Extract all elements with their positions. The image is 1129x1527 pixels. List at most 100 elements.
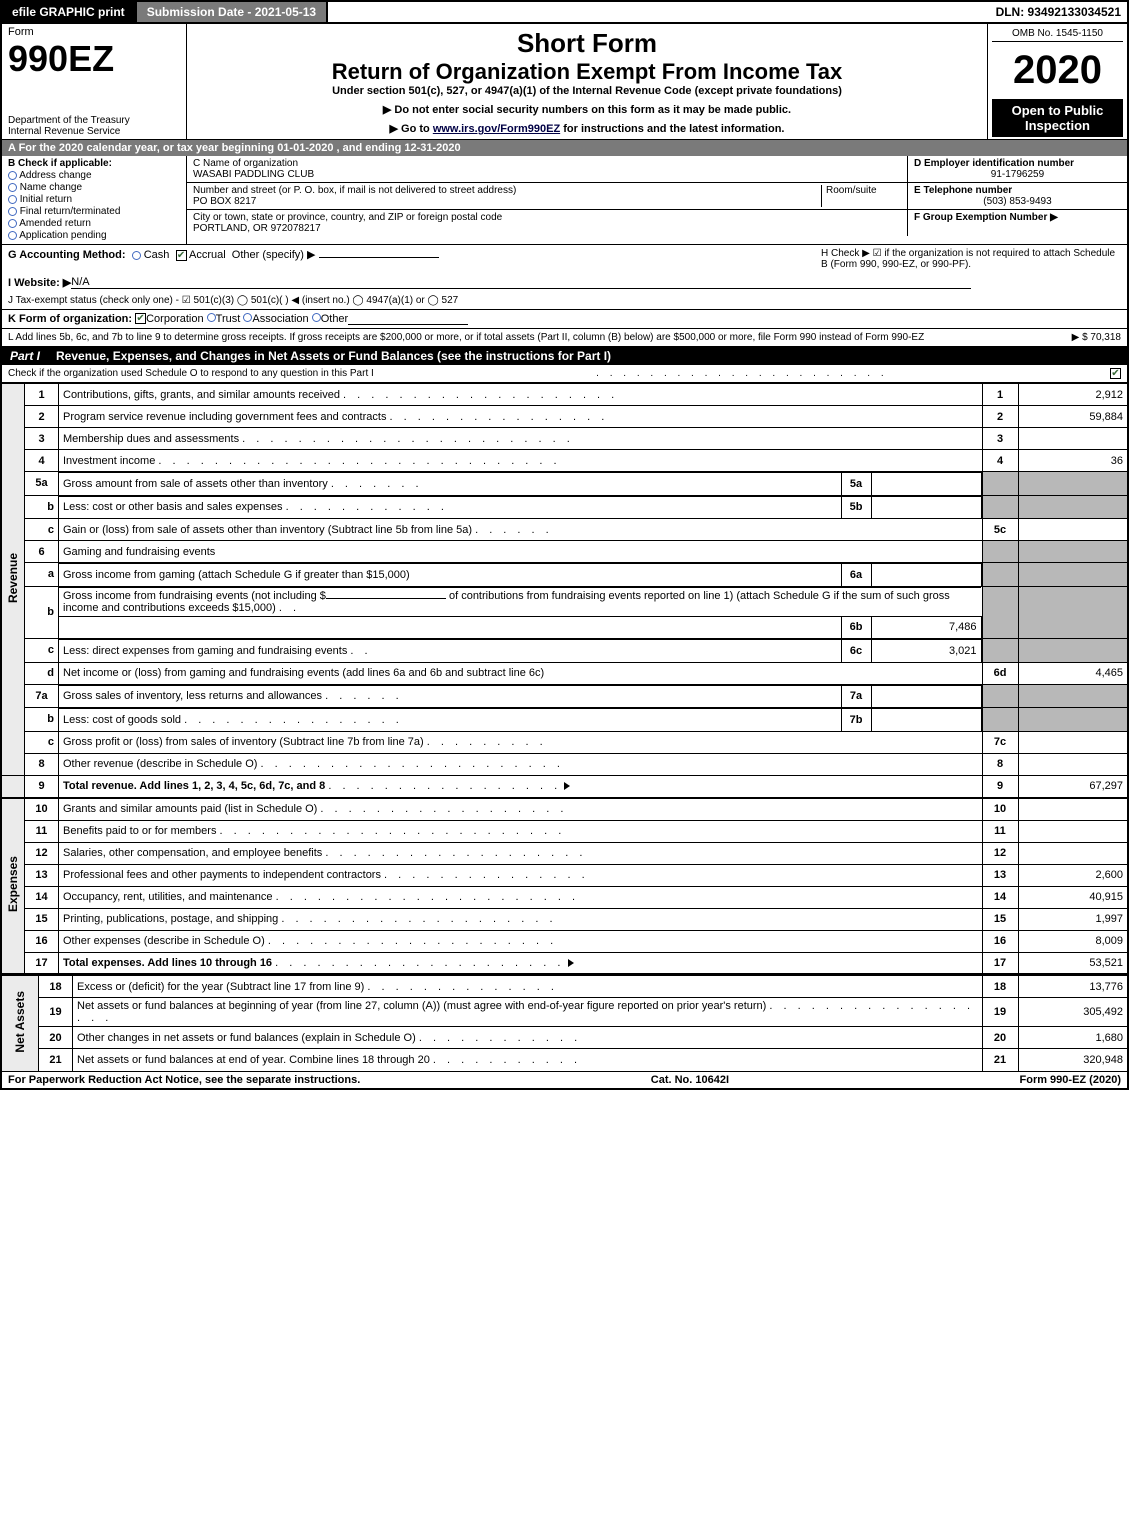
org-info-grid: B Check if applicable: Address change Na…	[0, 156, 1129, 245]
submission-date: Submission Date - 2021-05-13	[135, 2, 328, 22]
dept-treasury: Department of the Treasury	[8, 115, 180, 126]
line19-val: 305,492	[1018, 998, 1128, 1027]
website-value: N/A	[71, 276, 971, 289]
line7b-val	[871, 709, 981, 731]
line14-val: 40,915	[1018, 886, 1128, 908]
association-radio[interactable]	[243, 313, 252, 322]
expenses-table: Expenses 10Grants and similar amounts pa…	[0, 797, 1129, 975]
part1-header: Part I Revenue, Expenses, and Changes in…	[0, 347, 1129, 365]
line20-val: 1,680	[1018, 1027, 1128, 1049]
page-footer: For Paperwork Reduction Act Notice, see …	[0, 1071, 1129, 1090]
irs-link[interactable]: www.irs.gov/Form990EZ	[433, 123, 560, 135]
phone-value: (503) 853-9493	[914, 196, 1121, 207]
line10-val	[1018, 798, 1128, 820]
arrow-icon	[564, 782, 570, 790]
form-subtitle: Under section 501(c), 527, or 4947(a)(1)…	[195, 85, 979, 97]
line13-val: 2,600	[1018, 864, 1128, 886]
accounting-method-label: G Accounting Method:	[8, 249, 126, 261]
form-header: Form 990EZ Department of the Treasury In…	[0, 24, 1129, 140]
line7a-val	[871, 685, 981, 707]
form-ref: Form 990-EZ (2020)	[1020, 1074, 1121, 1086]
schedule-o-checkbox[interactable]	[1110, 368, 1121, 379]
col-b-checks: B Check if applicable: Address change Na…	[2, 156, 187, 244]
line5c-val	[1018, 519, 1128, 541]
amended-return-radio[interactable]	[8, 219, 17, 228]
cat-no: Cat. No. 10642I	[651, 1074, 729, 1086]
efile-button[interactable]: efile GRAPHIC print	[2, 2, 135, 22]
cash-radio[interactable]	[132, 251, 141, 260]
other-org-radio[interactable]	[312, 313, 321, 322]
corporation-checkbox[interactable]	[135, 313, 146, 324]
line7c-val	[1018, 731, 1128, 753]
line11-val	[1018, 820, 1128, 842]
ein-label: D Employer identification number	[914, 158, 1074, 169]
netassets-table: Net Assets 18Excess or (deficit) for the…	[0, 975, 1129, 1071]
line4-val: 36	[1018, 450, 1128, 472]
org-name: WASABI PADDLING CLUB	[193, 169, 901, 180]
revenue-tab: Revenue	[1, 384, 25, 776]
row-k: K Form of organization: Corporation Trus…	[0, 310, 1129, 329]
part1-title: Revenue, Expenses, and Changes in Net As…	[56, 349, 611, 363]
line6b-contrib-input[interactable]	[326, 598, 446, 599]
row-h: H Check ▶ ☑ if the organization is not r…	[821, 248, 1121, 270]
netassets-tab: Net Assets	[1, 976, 39, 1071]
row-g-h: G Accounting Method: Cash Accrual Other …	[0, 245, 1129, 273]
arrow-icon	[568, 959, 574, 967]
form-number: 990EZ	[8, 38, 180, 80]
city-label: City or town, state or province, country…	[193, 212, 901, 223]
part1-label: Part I	[10, 349, 40, 363]
goto-line: ▶ Go to www.irs.gov/Form990EZ for instru…	[195, 122, 979, 135]
part1-sub: Check if the organization used Schedule …	[0, 365, 1129, 383]
dln: DLN: 93492133034521	[990, 2, 1127, 22]
street-value: PO BOX 8217	[193, 196, 821, 207]
phone-label: E Telephone number	[914, 185, 1012, 196]
line5b-val	[871, 496, 981, 518]
ein-value: 91-1796259	[914, 169, 1121, 180]
line15-val: 1,997	[1018, 908, 1128, 930]
line6a-val	[871, 564, 981, 586]
row-l-amount: ▶ $ 70,318	[1072, 332, 1121, 343]
top-bar: efile GRAPHIC print Submission Date - 20…	[0, 0, 1129, 24]
line1-val: 2,912	[1018, 384, 1128, 406]
form-title: Return of Organization Exempt From Incom…	[195, 59, 979, 85]
accrual-checkbox[interactable]	[176, 250, 187, 261]
initial-return-radio[interactable]	[8, 195, 17, 204]
omb-number: OMB No. 1545-1150	[992, 26, 1123, 42]
other-org-input[interactable]	[348, 313, 468, 325]
line6d-val: 4,465	[1018, 662, 1128, 684]
col-b-title: B Check if applicable:	[8, 158, 112, 169]
line18-val: 13,776	[1018, 976, 1128, 998]
line17-val: 53,521	[1018, 952, 1128, 974]
irs: Internal Revenue Service	[8, 126, 180, 137]
short-form-title: Short Form	[195, 28, 979, 59]
line5a-val	[871, 473, 981, 495]
line21-val: 320,948	[1018, 1049, 1128, 1071]
final-return-radio[interactable]	[8, 207, 17, 216]
street-label: Number and street (or P. O. box, if mail…	[193, 185, 821, 196]
line3-val	[1018, 428, 1128, 450]
line12-val	[1018, 842, 1128, 864]
other-method-input[interactable]	[319, 257, 439, 258]
form-of-org-label: K Form of organization:	[8, 313, 132, 325]
line16-val: 8,009	[1018, 930, 1128, 952]
name-change-radio[interactable]	[8, 183, 17, 192]
line6c-val: 3,021	[871, 640, 981, 662]
city-value: PORTLAND, OR 972078217	[193, 223, 901, 234]
trust-radio[interactable]	[207, 313, 216, 322]
row-l-text: L Add lines 5b, 6c, and 7b to line 9 to …	[8, 332, 1072, 343]
line2-val: 59,884	[1018, 406, 1128, 428]
line9-val: 67,297	[1018, 775, 1128, 797]
group-exemption-label: F Group Exemption Number ▶	[914, 212, 1058, 223]
paperwork-notice: For Paperwork Reduction Act Notice, see …	[8, 1074, 360, 1086]
org-name-label: C Name of organization	[193, 158, 901, 169]
section-a-taxyear: A For the 2020 calendar year, or tax yea…	[0, 140, 1129, 156]
website-label: I Website: ▶	[8, 276, 71, 289]
line6b-val: 7,486	[871, 616, 981, 638]
open-public: Open to Public Inspection	[992, 99, 1123, 137]
row-l: L Add lines 5b, 6c, and 7b to line 9 to …	[0, 329, 1129, 347]
application-pending-radio[interactable]	[8, 231, 17, 240]
revenue-table: Revenue 1Contributions, gifts, grants, a…	[0, 383, 1129, 797]
expenses-tab: Expenses	[1, 798, 25, 974]
address-change-radio[interactable]	[8, 171, 17, 180]
tax-year: 2020	[992, 48, 1123, 93]
